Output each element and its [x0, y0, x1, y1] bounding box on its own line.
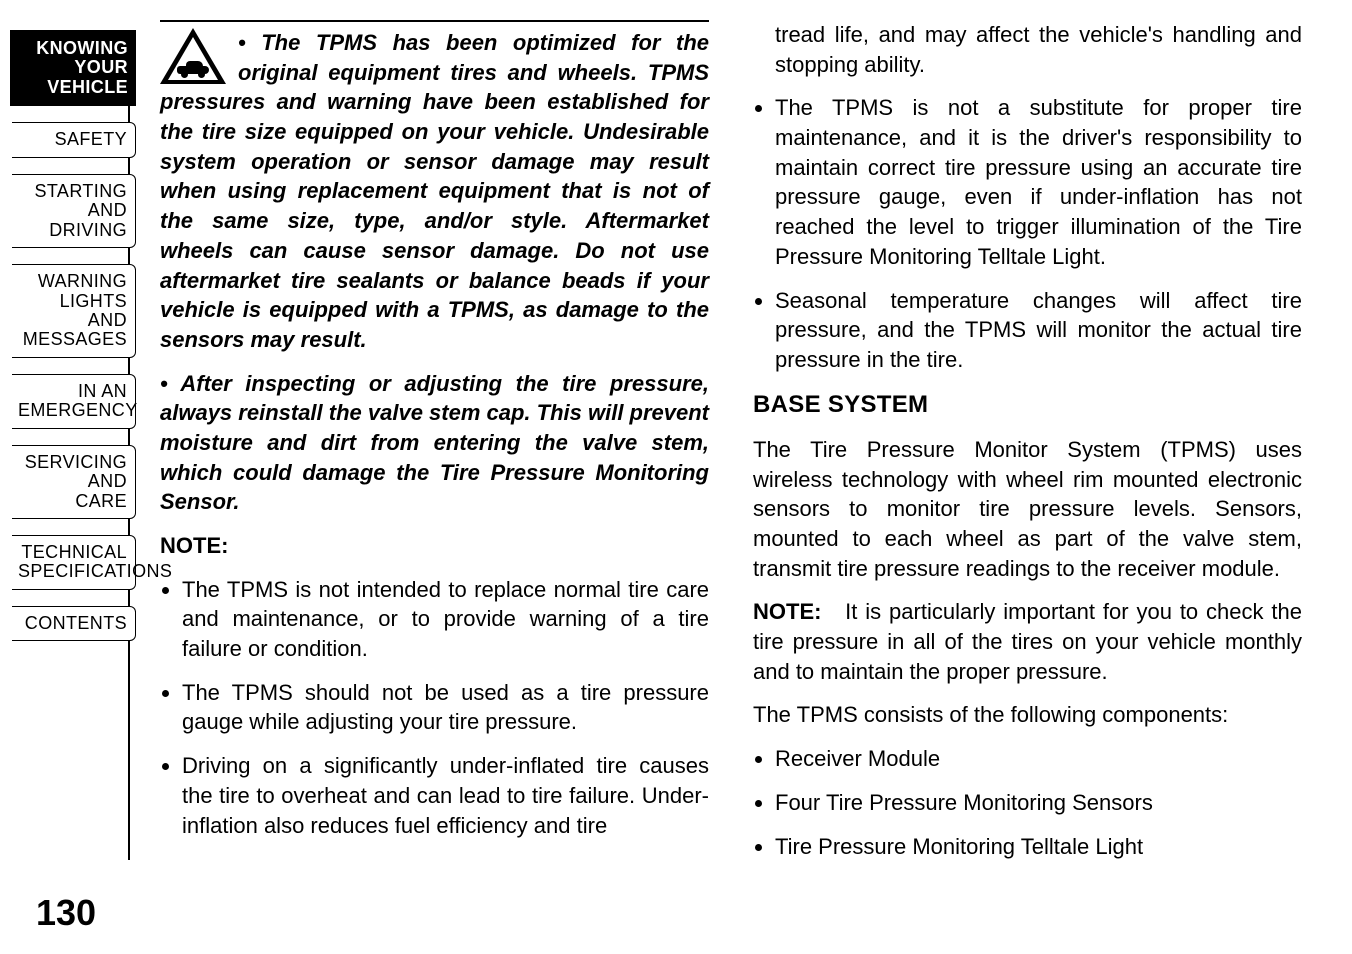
tab-knowing-your-vehicle[interactable]: KNOWINGYOURVEHICLE [10, 30, 136, 106]
components-list: Receiver Module Four Tire Pressure Monit… [753, 744, 1302, 861]
tab-label: KNOWINGYOURVEHICLE [36, 38, 128, 97]
tab-contents[interactable]: CONTENTS [10, 606, 136, 641]
bullet-list: The TPMS is not a substitute for proper … [753, 93, 1302, 374]
tab-label: SERVICINGANDCARE [25, 452, 127, 511]
components-intro: The TPMS consists of the following compo… [753, 700, 1302, 730]
tab-safety[interactable]: SAFETY [10, 122, 136, 157]
list-item: Receiver Module [775, 744, 1302, 774]
list-item: Seasonal temperature changes will affect… [775, 286, 1302, 375]
tab-in-an-emergency[interactable]: IN ANEMERGENCY [10, 374, 136, 429]
warning-text-1: • The TPMS has been optimized for the or… [160, 28, 709, 355]
list-item: Tire Pressure Monitoring Telltale Light [775, 832, 1302, 862]
tab-warning-lights-and-messages[interactable]: WARNINGLIGHTSANDMESSAGES [10, 264, 136, 358]
tab-technical-specifications[interactable]: TECHNICALSPECIFICATIONS [10, 535, 136, 590]
tab-label: IN ANEMERGENCY [18, 381, 138, 420]
column-left: • The TPMS has been optimized for the or… [160, 20, 709, 860]
list-item: Driving on a significantly under-inflate… [182, 751, 709, 840]
tab-label: SAFETY [55, 129, 127, 149]
list-item: The TPMS is not a substitute for proper … [775, 93, 1302, 271]
warning-triangle-icon [160, 28, 226, 86]
note-paragraph: NOTE: It is particularly important for y… [753, 597, 1302, 686]
note-body: It is particularly important for you to … [753, 599, 1302, 683]
sidebar-tabs: KNOWINGYOURVEHICLE SAFETY STARTINGANDDRI… [10, 30, 136, 657]
list-item: Four Tire Pressure Monitoring Sensors [775, 788, 1302, 818]
note-bullet-list: The TPMS is not intended to replace norm… [160, 575, 709, 841]
note-heading: NOTE: [160, 531, 709, 561]
warning-text-2: • After inspecting or adjusting the tire… [160, 369, 709, 517]
tab-starting-and-driving[interactable]: STARTINGANDDRIVING [10, 174, 136, 248]
tab-label: STARTINGANDDRIVING [34, 181, 127, 240]
continued-bullet-text: tread life, and may affect the vehicle's… [753, 20, 1302, 79]
tab-label: CONTENTS [25, 613, 127, 633]
manual-page: KNOWINGYOURVEHICLE SAFETY STARTINGANDDRI… [0, 0, 1352, 954]
warning-block: • The TPMS has been optimized for the or… [160, 28, 709, 355]
list-item: The TPMS is not intended to replace norm… [182, 575, 709, 664]
note-label: NOTE: [753, 599, 821, 624]
list-item: The TPMS should not be used as a tire pr… [182, 678, 709, 737]
tab-label: WARNINGLIGHTSANDMESSAGES [23, 271, 127, 349]
tab-label: TECHNICALSPECIFICATIONS [18, 542, 172, 581]
section-heading-base-system: BASE SYSTEM [753, 389, 1302, 421]
column-right: tread life, and may affect the vehicle's… [753, 20, 1302, 860]
page-number: 130 [36, 892, 96, 934]
content-columns: • The TPMS has been optimized for the or… [160, 20, 1302, 860]
section-rule [160, 20, 709, 22]
section-body: The Tire Pressure Monitor System (TPMS) … [753, 435, 1302, 583]
tab-servicing-and-care[interactable]: SERVICINGANDCARE [10, 445, 136, 519]
